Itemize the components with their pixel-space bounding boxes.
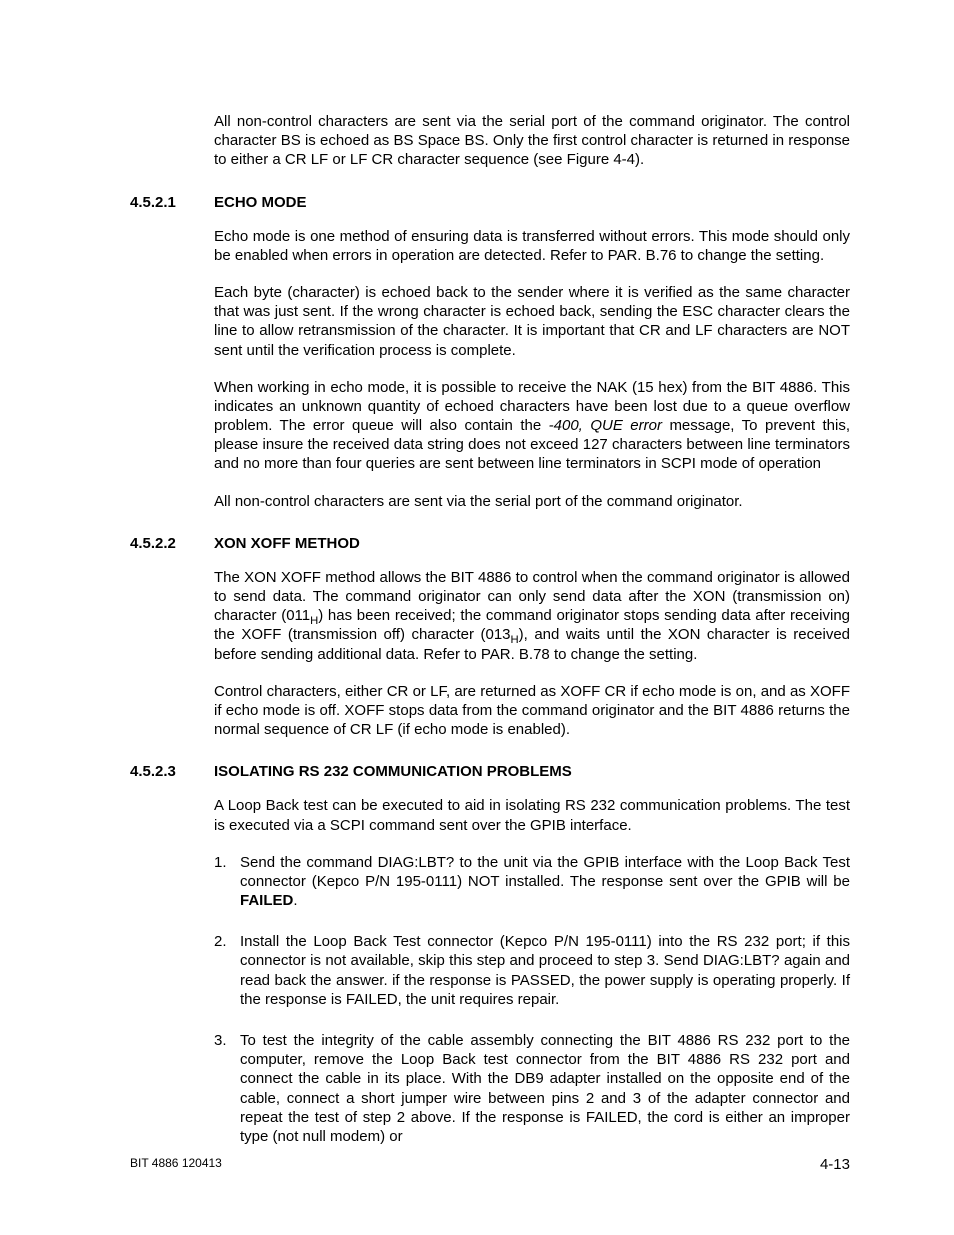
- paragraph: When working in echo mode, it is possibl…: [214, 378, 850, 474]
- list-item: Send the command DIAG:LBT? to the unit v…: [214, 853, 850, 911]
- page-footer: BIT 4886 120413 4-13: [130, 1156, 850, 1173]
- paragraph: Control characters, either CR or LF, are…: [214, 682, 850, 740]
- footer-left: BIT 4886 120413: [130, 1156, 222, 1173]
- error-message-text: -400, QUE error: [549, 417, 662, 434]
- section-number: 4.5.2.1: [130, 194, 214, 211]
- paragraph: Echo mode is one method of ensuring data…: [214, 227, 850, 265]
- paragraph: All non-control characters are sent via …: [214, 492, 850, 511]
- section-title: XON XOFF METHOD: [214, 535, 360, 552]
- paragraph: A Loop Back test can be executed to aid …: [214, 796, 850, 834]
- section-heading-isolating: 4.5.2.3 ISOLATING RS 232 COMMUNICATION P…: [130, 763, 850, 780]
- intro-paragraph: All non-control characters are sent via …: [214, 112, 850, 170]
- section-number: 4.5.2.2: [130, 535, 214, 552]
- paragraph: The XON XOFF method allows the BIT 4886 …: [214, 568, 850, 664]
- subscript: H: [511, 634, 519, 646]
- document-page: All non-control characters are sent via …: [0, 0, 954, 1235]
- failed-label: FAILED: [240, 892, 293, 909]
- section-heading-xon-xoff: 4.5.2.2 XON XOFF METHOD: [130, 535, 850, 552]
- paragraph: Each byte (character) is echoed back to …: [214, 283, 850, 360]
- section-title: ECHO MODE: [214, 194, 307, 211]
- section-title: ISOLATING RS 232 COMMUNICATION PROBLEMS: [214, 763, 572, 780]
- list-item: Install the Loop Back Test connector (Ke…: [214, 932, 850, 1009]
- numbered-steps: Send the command DIAG:LBT? to the unit v…: [214, 853, 850, 1146]
- footer-page-number: 4-13: [820, 1156, 850, 1173]
- section-heading-echo-mode: 4.5.2.1 ECHO MODE: [130, 194, 850, 211]
- section-number: 4.5.2.3: [130, 763, 214, 780]
- list-item: To test the integrity of the cable assem…: [214, 1031, 850, 1146]
